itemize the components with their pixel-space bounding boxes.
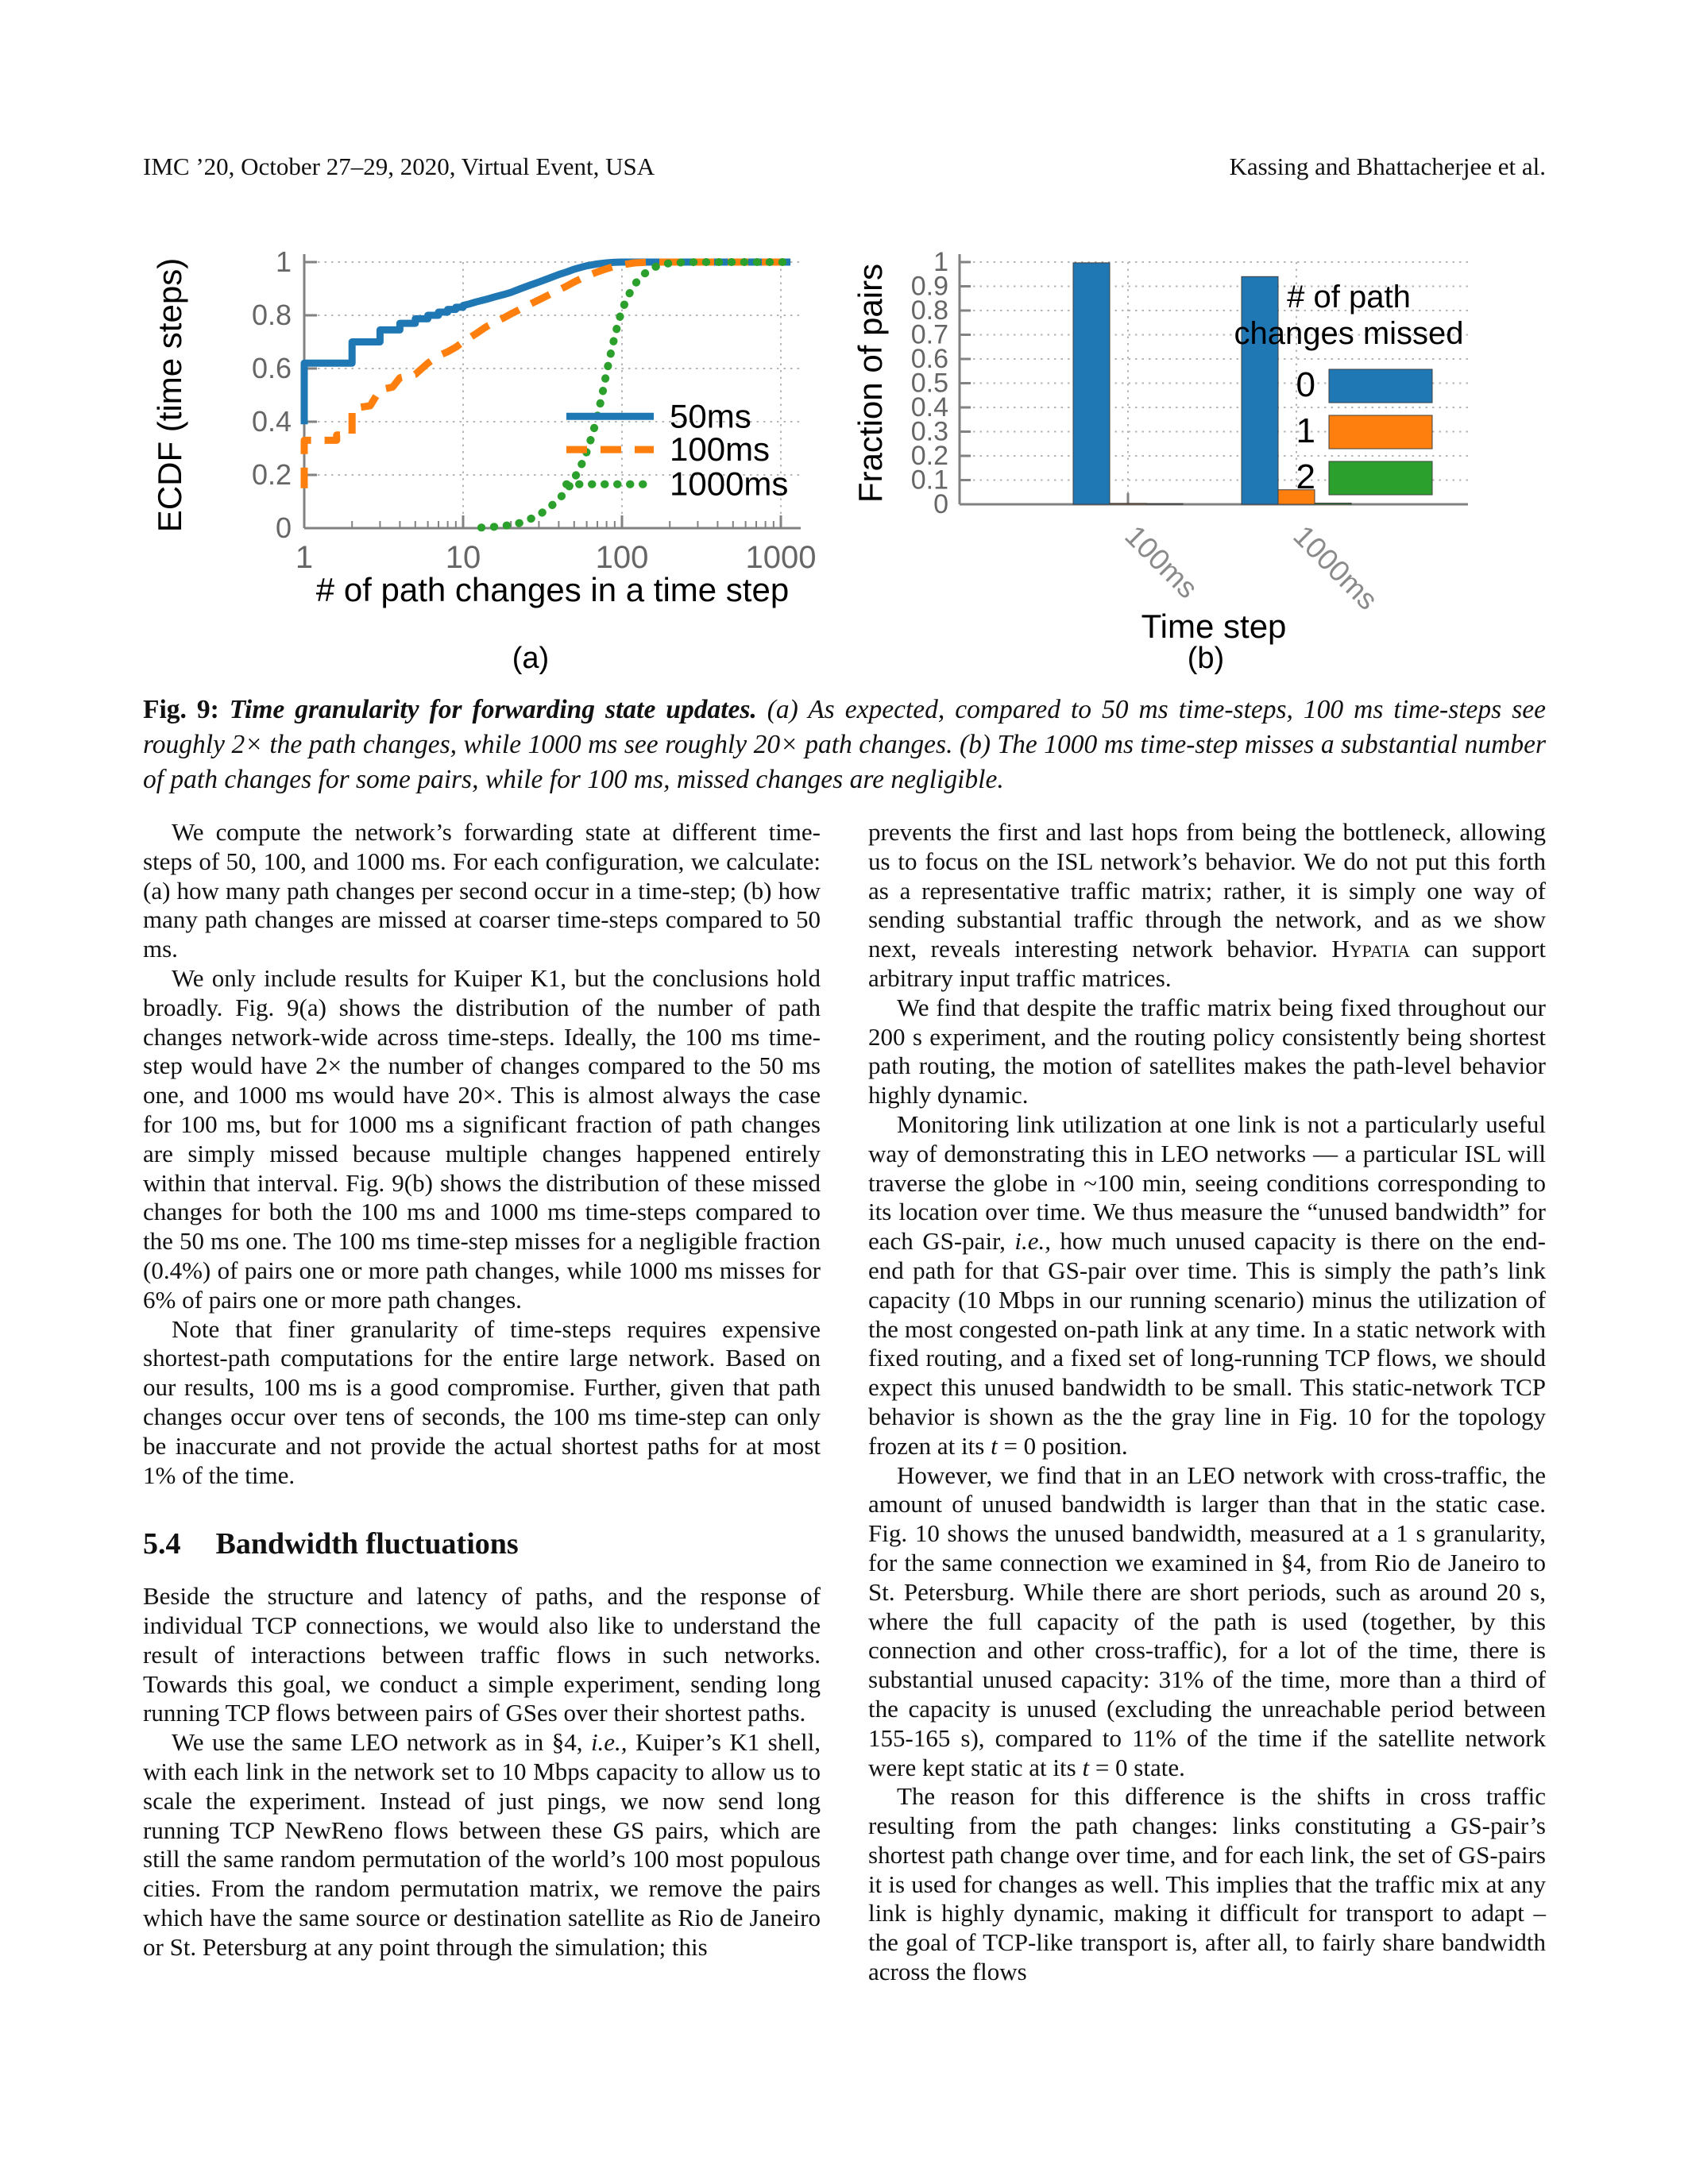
paragraph: Note that finer granularity of time-step… [143,1314,821,1489]
section-number: 5.4 [143,1527,181,1561]
svg-text:1000ms: 1000ms [670,465,788,503]
svg-text:ECDF (time steps): ECDF (time steps) [151,258,188,532]
svg-text:changes missed: changes missed [1234,316,1463,351]
left-column: We compute the network’s forwarding stat… [143,818,821,1962]
svg-text:0.8: 0.8 [252,299,292,331]
svg-text:0: 0 [276,511,292,544]
svg-text:0.3: 0.3 [911,417,948,447]
svg-text:0.6: 0.6 [911,344,948,374]
svg-text:Fraction of pairs: Fraction of pairs [852,264,889,503]
paragraph: We compute the network’s forwarding stat… [143,818,821,963]
svg-text:0.2: 0.2 [911,441,948,471]
paragraph: Beside the structure and latency of path… [143,1582,821,1727]
section-title: Bandwidth fluctuations [215,1527,519,1561]
svg-text:0.4: 0.4 [252,405,292,438]
svg-text:0.6: 0.6 [252,352,292,384]
svg-text:100: 100 [596,540,649,575]
paragraph: We use the same LEO network as in §4, i.… [143,1728,821,1961]
svg-text:0.8: 0.8 [911,295,948,326]
svg-text:Time step: Time step [1141,608,1287,645]
svg-text:1: 1 [295,540,313,575]
svg-text:0.9: 0.9 [911,272,948,302]
paragraph: The reason for this difference is the sh… [868,1782,1546,1986]
svg-text:1: 1 [1296,411,1315,450]
caption-title: Time granularity for forwarding state up… [218,695,757,724]
svg-text:0.1: 0.1 [911,465,948,496]
authors: Kassing and Bhattacherjee et al. [1229,152,1546,180]
paragraph: We find that despite the traffic matrix … [868,993,1546,1109]
svg-text:# of path changes in a time st: # of path changes in a time step [316,571,789,608]
figure-caption: Fig. 9: Time granularity for forwarding … [143,693,1546,797]
caption-label: Fig. 9: [143,695,219,724]
svg-text:(b): (b) [1188,642,1224,675]
section-heading: 5.4 Bandwidth fluctuations [143,1527,821,1561]
svg-text:2: 2 [1296,457,1315,496]
svg-text:# of path: # of path [1287,280,1411,314]
svg-text:100ms: 100ms [1118,519,1204,605]
paragraph: prevents the first and last hops from be… [868,818,1546,992]
svg-text:50ms: 50ms [670,397,751,434]
svg-text:100ms: 100ms [670,430,770,468]
svg-text:1000: 1000 [746,540,817,575]
conference-info: IMC ’20, October 27–29, 2020, Virtual Ev… [143,152,655,180]
svg-text:0: 0 [1296,365,1315,404]
svg-text:10: 10 [446,540,481,575]
svg-text:0.4: 0.4 [911,392,948,423]
svg-text:1: 1 [276,245,292,278]
svg-text:1000ms: 1000ms [1287,519,1384,616]
svg-text:0.7: 0.7 [911,320,948,350]
caption-text: (a) As expected, compared to 50 ms time-… [143,695,1546,794]
paragraph: However, we find that in an LEO network … [868,1461,1546,1781]
svg-text:0.5: 0.5 [911,369,948,399]
paragraph: We only include results for Kuiper K1, b… [143,963,821,1314]
running-header: IMC ’20, October 27–29, 2020, Virtual Ev… [143,152,1546,181]
svg-text:0: 0 [933,489,948,519]
svg-text:(a): (a) [512,642,549,675]
paragraph: Monitoring link utilization at one link … [868,1109,1546,1460]
svg-text:0.2: 0.2 [252,458,292,491]
svg-text:1: 1 [933,247,948,277]
right-column: prevents the first and last hops from be… [868,818,1546,1987]
